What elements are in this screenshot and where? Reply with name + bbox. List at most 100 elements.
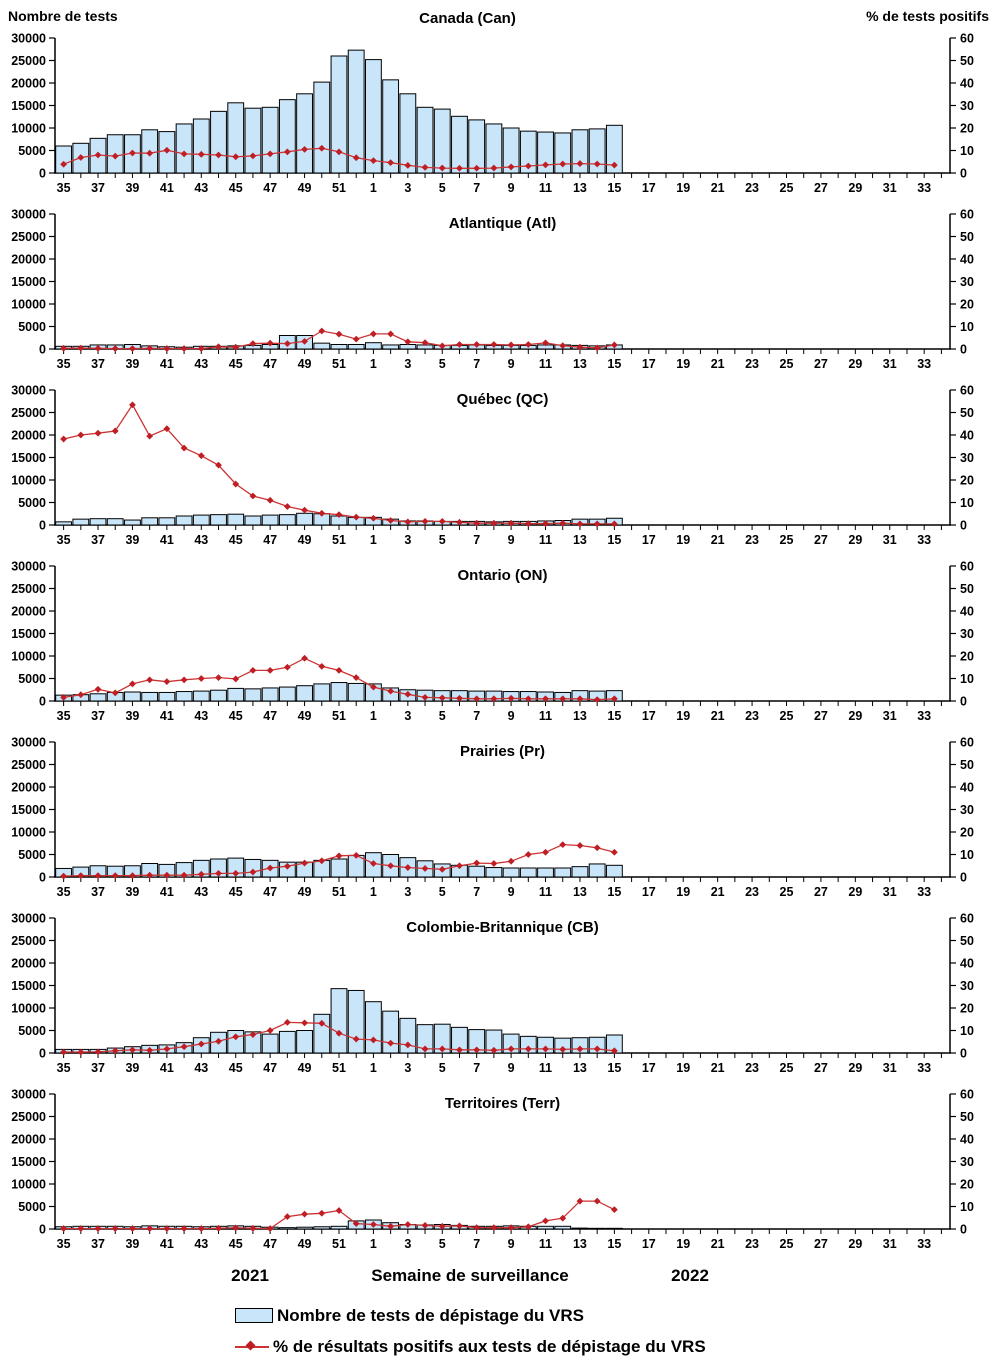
svg-text:41: 41: [160, 709, 174, 723]
svg-text:15: 15: [607, 1061, 621, 1075]
panel-colombie-britannique-cb: 3000025000200001500010000500006050403020…: [11, 912, 974, 1076]
svg-text:21: 21: [711, 533, 725, 547]
svg-text:39: 39: [125, 709, 139, 723]
svg-text:0: 0: [39, 1047, 46, 1061]
svg-text:15000: 15000: [11, 451, 46, 465]
svg-text:20000: 20000: [11, 253, 46, 267]
svg-text:60: 60: [960, 208, 974, 222]
svg-text:30000: 30000: [11, 208, 46, 222]
chart-header: Nombre de tests Canada (Can) % de tests …: [0, 0, 995, 30]
svg-text:23: 23: [745, 181, 759, 195]
svg-text:30000: 30000: [11, 736, 46, 750]
svg-text:43: 43: [194, 357, 208, 371]
svg-text:1: 1: [370, 1237, 377, 1251]
svg-text:9: 9: [508, 1237, 515, 1251]
svg-text:37: 37: [91, 885, 105, 899]
svg-text:49: 49: [298, 357, 312, 371]
svg-text:29: 29: [848, 1237, 862, 1251]
svg-text:3: 3: [404, 709, 411, 723]
svg-text:30000: 30000: [11, 32, 46, 46]
svg-text:10000: 10000: [11, 298, 46, 312]
svg-text:0: 0: [39, 871, 46, 885]
svg-text:50: 50: [960, 582, 974, 596]
svg-text:47: 47: [263, 1061, 277, 1075]
svg-text:20: 20: [960, 474, 974, 488]
svg-text:11: 11: [539, 709, 552, 723]
svg-text:35: 35: [57, 709, 71, 723]
svg-text:27: 27: [814, 1061, 828, 1075]
svg-text:15: 15: [607, 885, 621, 899]
pct-positive-markers: [60, 144, 618, 172]
svg-text:11: 11: [539, 181, 552, 195]
svg-text:40: 40: [960, 1133, 974, 1147]
svg-text:49: 49: [298, 885, 312, 899]
svg-text:5: 5: [439, 181, 446, 195]
svg-text:15000: 15000: [11, 627, 46, 641]
svg-text:1: 1: [370, 709, 377, 723]
svg-text:10000: 10000: [11, 474, 46, 488]
svg-text:39: 39: [125, 1237, 139, 1251]
svg-text:27: 27: [814, 181, 828, 195]
svg-text:40: 40: [960, 253, 974, 267]
svg-text:29: 29: [848, 1061, 862, 1075]
svg-text:10: 10: [960, 672, 974, 686]
svg-text:37: 37: [91, 181, 105, 195]
pct-positive-line: [63, 403, 615, 525]
svg-text:40: 40: [960, 77, 974, 91]
svg-text:20: 20: [960, 298, 974, 312]
svg-text:19: 19: [676, 1061, 690, 1075]
svg-text:45: 45: [229, 533, 243, 547]
pct-positive-line: [63, 1200, 615, 1230]
svg-text:9: 9: [508, 533, 515, 547]
svg-text:5: 5: [439, 1237, 446, 1251]
svg-text:33: 33: [917, 533, 931, 547]
svg-text:5000: 5000: [18, 320, 46, 334]
svg-text:17: 17: [642, 533, 656, 547]
svg-text:25: 25: [780, 885, 794, 899]
svg-text:31: 31: [883, 181, 897, 195]
svg-text:37: 37: [91, 1061, 105, 1075]
svg-text:21: 21: [711, 709, 725, 723]
svg-text:15000: 15000: [11, 1155, 46, 1169]
svg-text:9: 9: [508, 885, 515, 899]
svg-text:43: 43: [194, 533, 208, 547]
svg-text:50: 50: [960, 406, 974, 420]
svg-text:11: 11: [539, 885, 552, 899]
svg-text:10: 10: [960, 144, 974, 158]
svg-text:5000: 5000: [18, 672, 46, 686]
svg-text:9: 9: [508, 357, 515, 371]
svg-text:35: 35: [57, 1237, 71, 1251]
svg-text:51: 51: [332, 1061, 346, 1075]
svg-text:45: 45: [229, 709, 243, 723]
svg-text:15: 15: [607, 709, 621, 723]
svg-text:20000: 20000: [11, 1133, 46, 1147]
svg-text:41: 41: [160, 357, 174, 371]
svg-text:11: 11: [539, 1061, 552, 1075]
tests-bars-series: [55, 49, 623, 174]
svg-text:7: 7: [473, 533, 480, 547]
svg-text:20000: 20000: [11, 77, 46, 91]
svg-text:60: 60: [960, 736, 974, 750]
svg-text:47: 47: [263, 1237, 277, 1251]
svg-text:25000: 25000: [11, 582, 46, 596]
svg-text:45: 45: [229, 357, 243, 371]
svg-text:45: 45: [229, 885, 243, 899]
pct-positive-markers: [60, 327, 618, 352]
svg-text:10: 10: [960, 1024, 974, 1038]
svg-text:11: 11: [539, 357, 552, 371]
svg-text:7: 7: [473, 357, 480, 371]
svg-text:47: 47: [263, 709, 277, 723]
svg-text:39: 39: [125, 533, 139, 547]
svg-text:25: 25: [780, 357, 794, 371]
svg-text:20: 20: [960, 1002, 974, 1016]
pct-positive-markers: [60, 401, 618, 528]
svg-text:23: 23: [745, 709, 759, 723]
svg-text:31: 31: [883, 709, 897, 723]
svg-text:40: 40: [960, 957, 974, 971]
svg-text:33: 33: [917, 357, 931, 371]
svg-text:10000: 10000: [11, 1178, 46, 1192]
panel-title: Prairies (Pr): [460, 743, 545, 760]
pct-line-swatch-icon: [235, 1340, 269, 1353]
svg-text:31: 31: [883, 1237, 897, 1251]
